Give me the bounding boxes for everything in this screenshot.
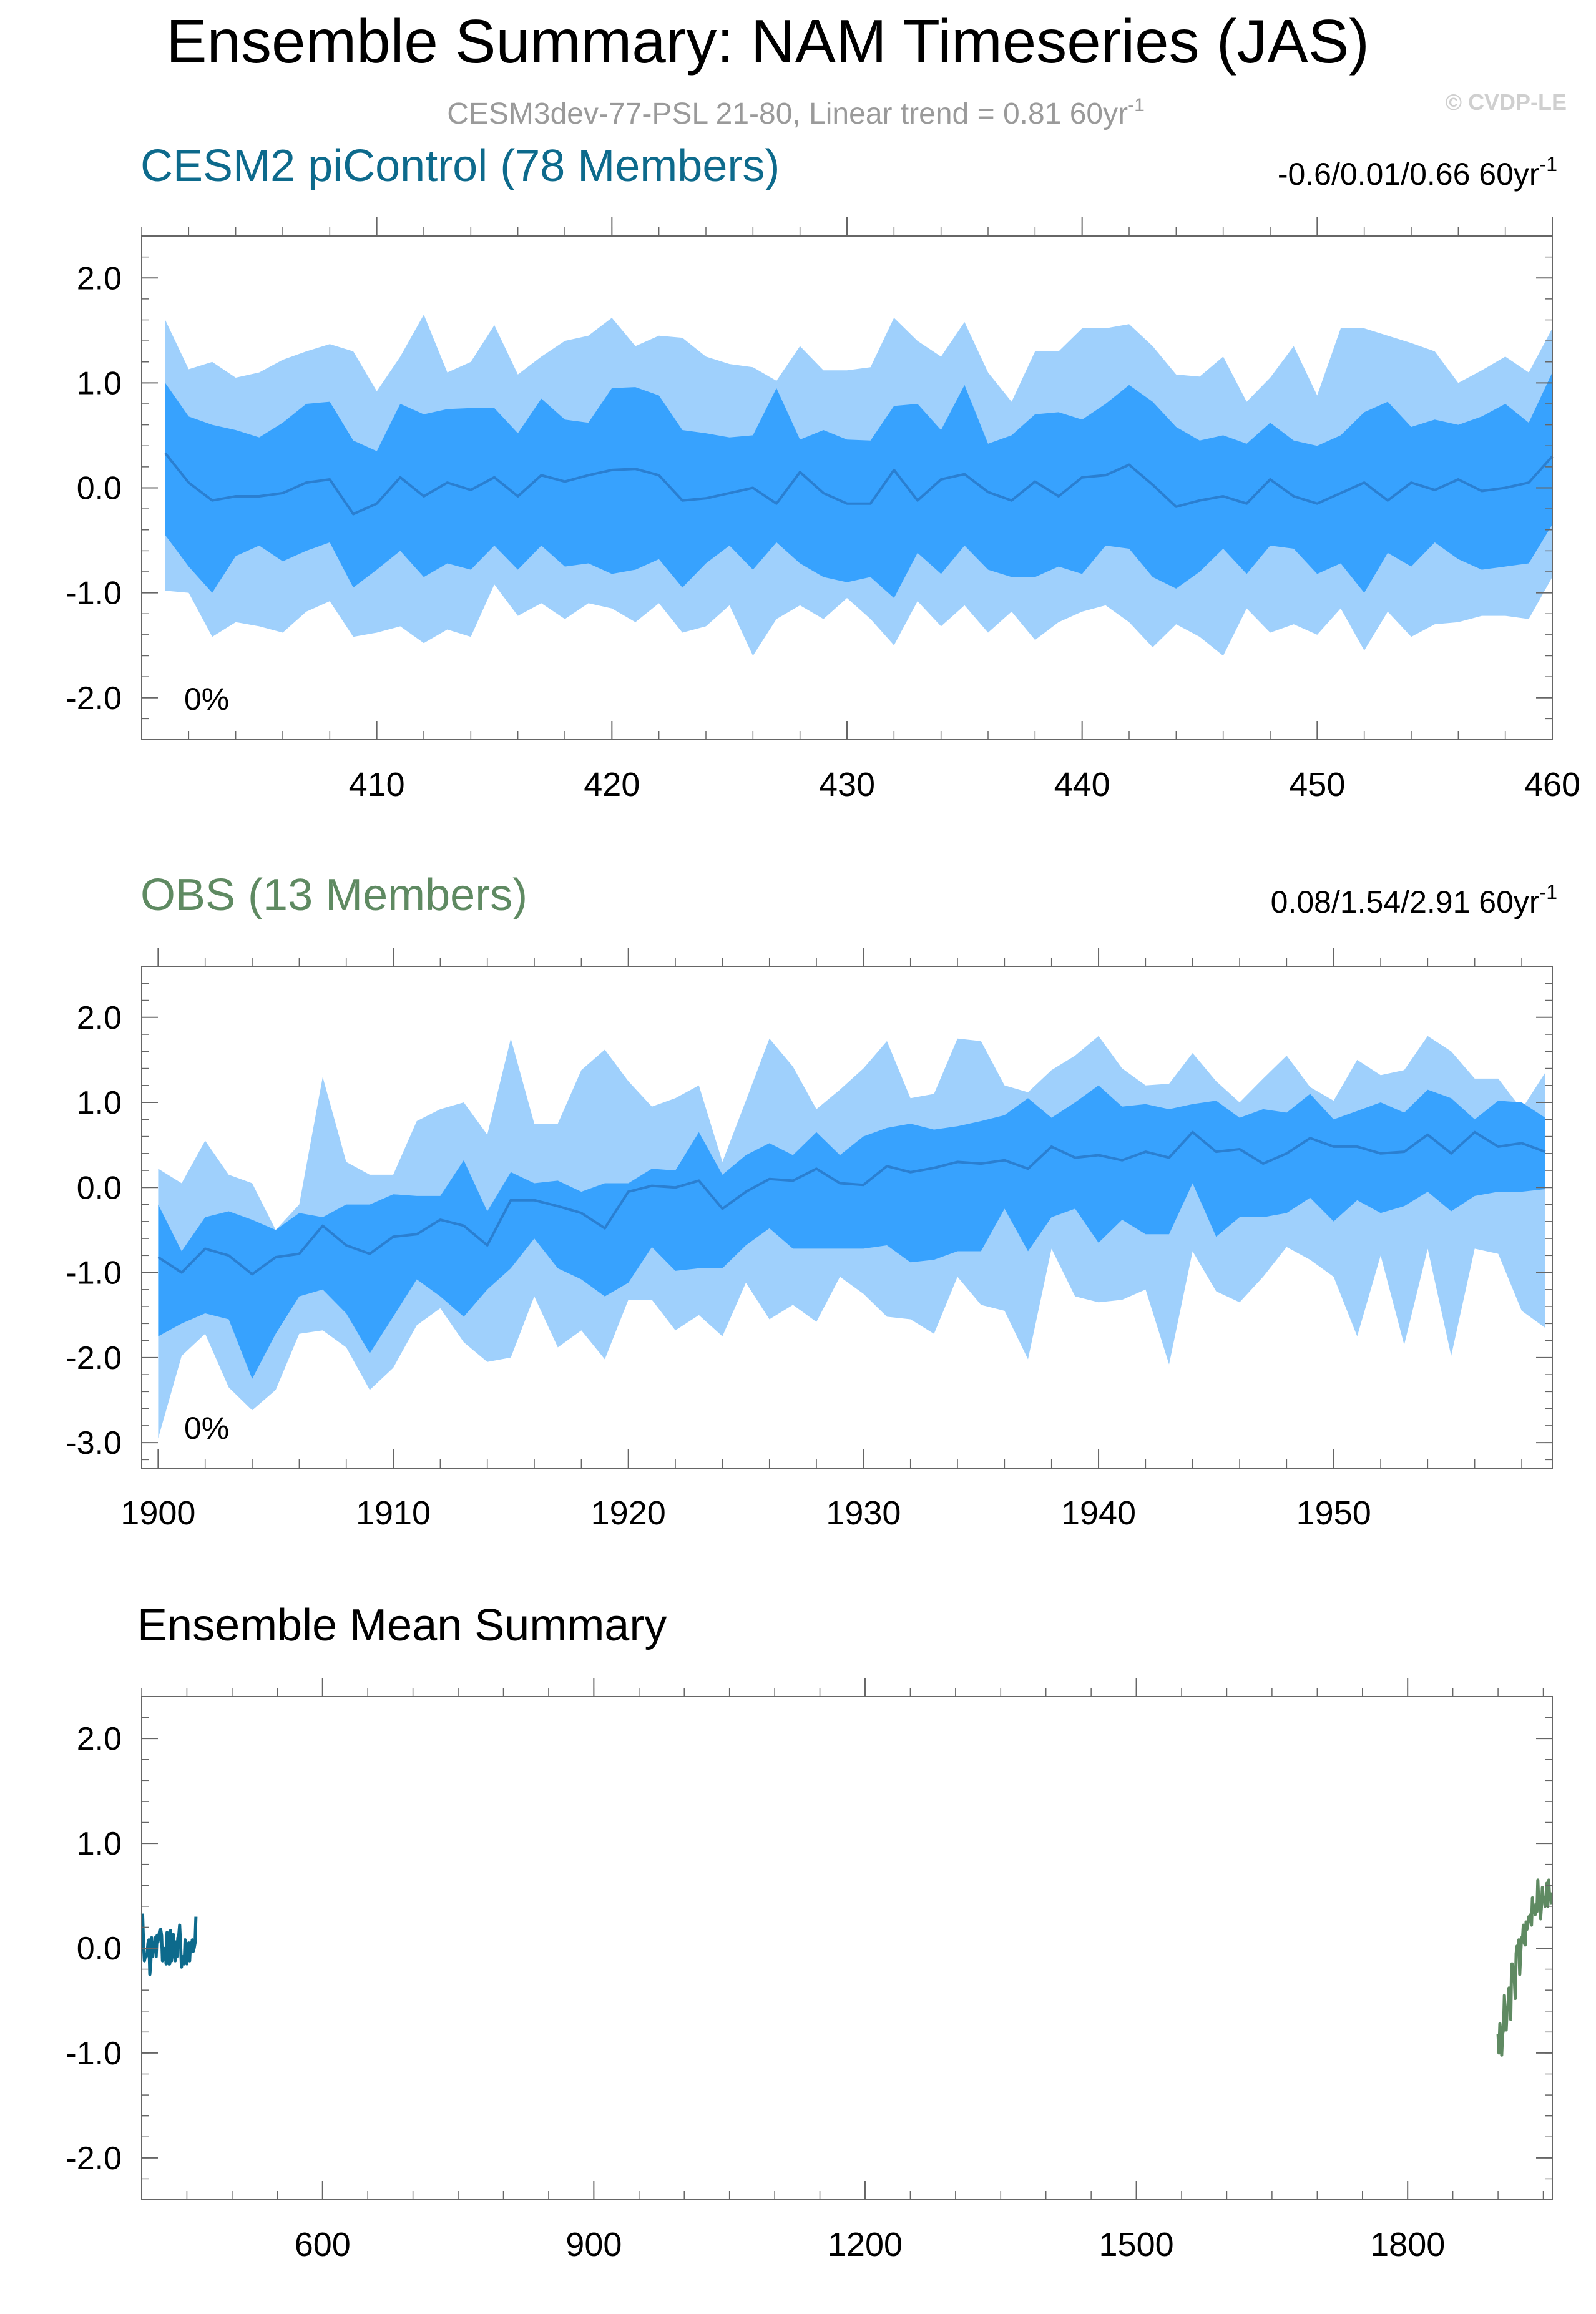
watermark: © CVDP-LE <box>1445 89 1567 115</box>
panel-cesm2-ensemble-mean-line <box>164 452 1554 516</box>
panel-obs-ytick-label: -1.0 <box>66 1255 122 1292</box>
panel-ensemble-mean-summary: Ensemble Mean Summary 2.0 1.0 0.0 -1.0 -2.0 6… <box>66 1601 1554 2263</box>
figure-subtitle: CESM3dev-77-PSL 21-80, Linear trend = 0.… <box>447 95 1145 130</box>
panel-summary-title: Ensemble Mean Summary <box>137 1601 667 1650</box>
panel-obs-xtick-label: 1950 <box>1296 1494 1371 1532</box>
panel-cesm2-xtick-label: 410 <box>349 766 405 803</box>
panel-cesm2-xtick-label: 450 <box>1289 766 1345 803</box>
panel-obs-xtick-label: 1910 <box>356 1494 431 1532</box>
panel-summary-ytick-label: 2.0 <box>77 1721 122 1757</box>
panel-obs-ytick-label: 0.0 <box>77 1170 122 1206</box>
panel-cesm2-percent-label: 0% <box>184 682 229 717</box>
panel-summary-xtick-label: 900 <box>565 2226 622 2263</box>
panel-summary-ytick-label: -2.0 <box>66 2140 122 2177</box>
panel-summary-plot: 2.0 1.0 0.0 -1.0 -2.0 600 900 1200 1500 1800 <box>66 1678 1554 2263</box>
panel-summary-ytick-label: 0.0 <box>77 1931 122 1967</box>
panel-obs-ytick-label: 1.0 <box>77 1085 122 1121</box>
panel-obs-ensemble-mean-line <box>157 1130 1546 1276</box>
panel-cesm2-stats: -0.6/0.01/0.66 60yr-1 <box>1278 153 1557 192</box>
panel-cesm2-xtick-label: 440 <box>1054 766 1110 803</box>
panel-cesm2-band-interquantile <box>165 372 1553 598</box>
panel-summary-xtick-label: 600 <box>295 2226 351 2263</box>
panel-cesm2-xtick-label: 420 <box>584 766 640 803</box>
panel-cesm2-xtick-label: 430 <box>819 766 875 803</box>
panel-cesm2-picontrol: CESM2 piControl (78 Members) -0.6/0.01/0… <box>66 141 1580 803</box>
panel-summary-plot-frame <box>141 1696 1553 2200</box>
panel-cesm2-xtick-label: 460 <box>1524 766 1580 803</box>
panel-summary-xtick-label: 1500 <box>1099 2226 1174 2263</box>
panel-obs-band-interquantile <box>158 1085 1545 1379</box>
panel-obs-plot-frame <box>141 966 1553 1469</box>
figure-subtitle-text: CESM3dev-77-PSL 21-80, Linear trend = 0.… <box>447 97 1128 130</box>
panel-obs-percent-label: 0% <box>184 1411 229 1446</box>
panel-obs-plot: 2.0 1.0 0.0 -1.0 -2.0 -3.0 1900 1910 1920 1930 194… <box>66 948 1553 1532</box>
panel-cesm2-ytick-label: 1.0 <box>77 365 122 401</box>
panel-summary-cesm2-mean-line <box>140 1913 198 1976</box>
panel-obs-xtick-label: 1900 <box>120 1494 195 1532</box>
panel-obs: OBS (13 Members) 0.08/1.54/2.91 60yr-1 2… <box>66 870 1557 1532</box>
panel-cesm2-ytick-label: -1.0 <box>66 576 122 612</box>
figure-subtitle-superscript: -1 <box>1128 95 1145 115</box>
panel-cesm2-stats-superscript: -1 <box>1540 153 1557 175</box>
figure-title: Ensemble Summary: NAM Timeseries (JAS) <box>166 7 1369 76</box>
panel-obs-ytick-label: -3.0 <box>66 1425 122 1461</box>
panel-obs-stats-superscript: -1 <box>1540 881 1557 903</box>
panel-obs-xtick-label: 1930 <box>826 1494 901 1532</box>
panel-obs-xtick-label: 1940 <box>1061 1494 1136 1532</box>
panel-obs-xtick-label: 1920 <box>591 1494 666 1532</box>
panel-summary-obs-mean-line <box>1496 1878 1554 2057</box>
panel-cesm2-title: CESM2 piControl (78 Members) <box>140 141 780 191</box>
panel-obs-ytick-label: 2.0 <box>77 1000 122 1036</box>
panel-summary-xtick-label: 1800 <box>1370 2226 1445 2263</box>
panel-obs-stats-text: 0.08/1.54/2.91 60yr <box>1271 885 1540 919</box>
panel-cesm2-ytick-label: -2.0 <box>66 680 122 717</box>
panel-cesm2-ytick-label: 2.0 <box>77 260 122 297</box>
panel-cesm2-ytick-label: 0.0 <box>77 471 122 507</box>
panel-summary-ytick-label: -1.0 <box>66 2036 122 2072</box>
panel-obs-stats: 0.08/1.54/2.91 60yr-1 <box>1271 881 1557 919</box>
panel-obs-title: OBS (13 Members) <box>140 870 527 920</box>
panel-summary-ytick-label: 1.0 <box>77 1826 122 1862</box>
panel-obs-ytick-label: -2.0 <box>66 1340 122 1376</box>
panel-cesm2-plot: 2.0 1.0 0.0 -1.0 -2.0 410 420 430 440 450 460 <box>66 217 1580 803</box>
panel-cesm2-stats-text: -0.6/0.01/0.66 60yr <box>1278 157 1540 192</box>
panel-summary-xtick-label: 1200 <box>828 2226 903 2263</box>
